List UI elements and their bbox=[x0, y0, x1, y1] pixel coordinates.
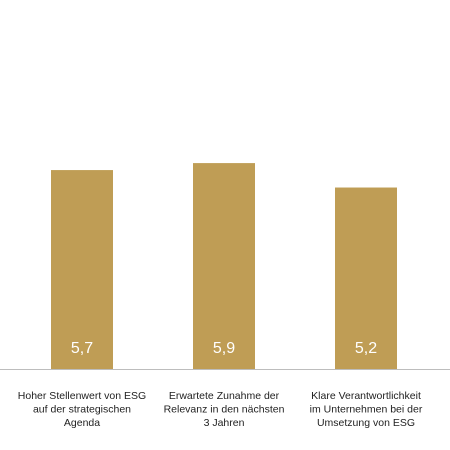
bar-3 bbox=[335, 187, 397, 369]
category-label-2: Erwartete Zunahme der Relevanz in den näc… bbox=[164, 390, 285, 429]
bar-2 bbox=[193, 163, 255, 369]
category-label-line: Erwartete Zunahme der bbox=[169, 390, 280, 402]
category-label-line: Klare Verantwortlichkeit bbox=[311, 390, 421, 402]
category-label-3: Klare Verantwortlichkeit im Unternehmen b… bbox=[310, 390, 423, 429]
category-label-line: Hoher Stellenwert von ESG bbox=[18, 390, 146, 402]
category-label-1: Hoher Stellenwert von ESG auf der strateg… bbox=[18, 390, 146, 429]
category-labels-layer: Hoher Stellenwert von ESG auf der strateg… bbox=[18, 390, 423, 429]
bar-1 bbox=[51, 170, 113, 369]
bar-value-label-2: 5,9 bbox=[213, 340, 235, 357]
bar-value-label-3: 5,2 bbox=[355, 340, 377, 357]
category-label-line: 3 Jahren bbox=[204, 417, 245, 429]
category-label-line: Umsetzung von ESG bbox=[317, 417, 415, 429]
category-label-line: Relevanz in den nächsten bbox=[164, 404, 285, 416]
category-label-line: im Unternehmen bei der bbox=[310, 404, 423, 416]
category-label-line: auf der strategischen bbox=[33, 404, 131, 416]
bar-value-label-1: 5,7 bbox=[71, 340, 93, 357]
category-label-line: Agenda bbox=[64, 417, 100, 429]
bars-layer: 5,7 5,9 5,2 bbox=[51, 163, 397, 369]
